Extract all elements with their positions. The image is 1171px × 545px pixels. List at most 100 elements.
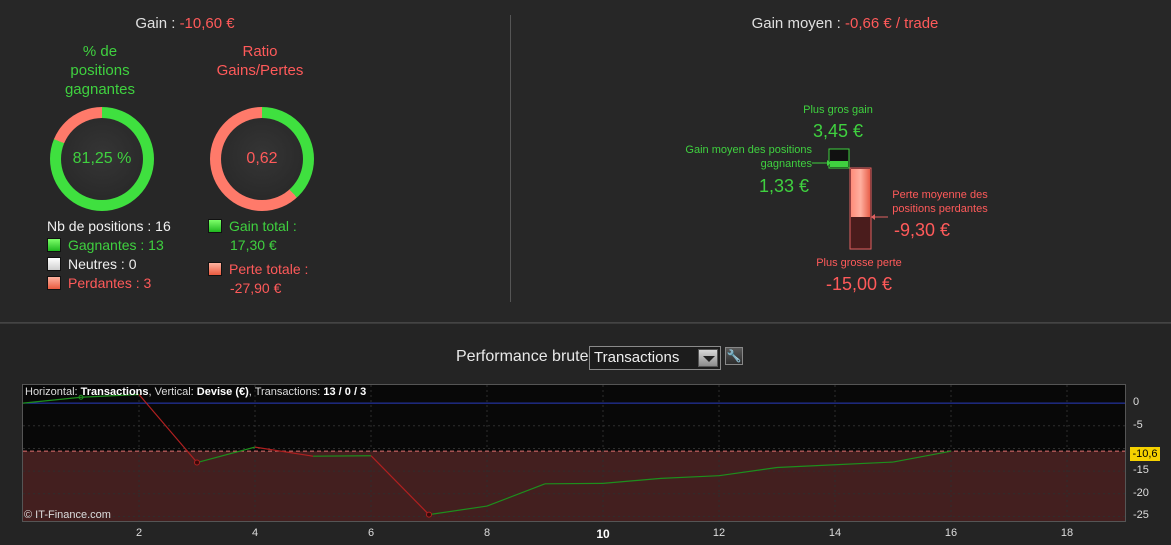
gain-moyen-positions-label: Gain moyen des positions gagnantes [672, 143, 812, 171]
legend-gagnantes: Gagnantes : 13 [47, 236, 164, 255]
gain-moyen-label: Gain moyen : [751, 15, 845, 32]
gain-segment [23, 396, 82, 404]
gain-segment [428, 505, 488, 516]
gain-moyen-positions-line2: gagnantes [760, 158, 812, 170]
plus-gros-gain-value: 3,45 € [812, 121, 864, 141]
y-tick-label: 0 [1133, 396, 1140, 409]
positions-total: Nb de positions : 16 [47, 218, 171, 234]
win-rate-title-line1: % de [82, 43, 118, 60]
gain-title: Gain : -10,60 € [0, 15, 370, 32]
statistics-panel [0, 0, 1171, 322]
x-tick-label: 6 [367, 527, 375, 539]
ratio-donut: 0,62 [210, 107, 314, 211]
gain-segment [196, 446, 256, 464]
x-tick-label: 4 [251, 527, 259, 539]
loss-segment [370, 455, 430, 516]
gain-segment [602, 477, 662, 484]
x-tick-label: 2 [135, 527, 143, 539]
performance-chart [22, 384, 1126, 522]
perte-moyenne-value: -9,30 € [893, 220, 951, 240]
x-tick-label: 12 [712, 527, 726, 539]
current-value-badge: -10,6 [1130, 447, 1160, 461]
ratio-title-line1: Ratio [242, 43, 278, 60]
x-tick-label: 8 [483, 527, 491, 539]
settings-wrench-icon[interactable]: 🔧 [725, 347, 743, 365]
gain-point [78, 394, 84, 400]
gain-total-label: Gain total : [229, 218, 297, 234]
panel-divider [510, 15, 511, 302]
perte-totale-value: -27,90 € [230, 280, 282, 296]
gain-segment [834, 461, 894, 466]
x-tick-label: 16 [944, 527, 958, 539]
ratio-title-line2: Gains/Pertes [216, 62, 304, 79]
loss-segment [254, 446, 314, 457]
red-swatch-icon [208, 262, 222, 276]
legend-neutres: Neutres : 0 [47, 255, 136, 274]
legend-perdantes: Perdantes : 3 [47, 274, 151, 293]
gain-arrow-icon [827, 160, 831, 166]
performance-mode-select[interactable]: Transactions [589, 346, 721, 370]
x-tick-label: 14 [828, 527, 842, 539]
transactions-label: , Transactions: [248, 386, 324, 398]
win-rate-value: 81,25 % [72, 150, 132, 167]
horizontal-label: Horizontal: [25, 386, 81, 398]
neutres-label: Neutres : 0 [68, 256, 137, 272]
perte-totale: Perte totale : [208, 260, 308, 279]
gain-label: Gain : [135, 15, 180, 32]
chart-plot [23, 385, 1125, 521]
gain-moyen-title: Gain moyen : -0,66 € / trade [650, 15, 1040, 32]
gain-loss-bars [812, 148, 888, 250]
x-tick-label: 18 [1060, 527, 1074, 539]
gain-segment [486, 483, 546, 507]
perte-moyenne-label: Perte moyenne des positions perdantes [885, 188, 995, 216]
gain-segment [776, 464, 836, 469]
wins-count: 13 [323, 386, 336, 398]
neutral-count: 0 [344, 386, 351, 398]
sep2: / [350, 386, 361, 398]
losses-count: 3 [360, 386, 367, 398]
plus-grosse-perte-label: Plus grosse perte [816, 257, 902, 269]
copyright: © IT-Finance.com [24, 509, 111, 521]
y-tick-label: -5 [1133, 418, 1143, 431]
gain-moyen-value: -0,66 € / trade [844, 15, 939, 32]
x-tick-label: 10 [596, 527, 610, 541]
win-rate-title-line3: gagnantes [64, 81, 136, 98]
perte-moyenne-line2: positions perdantes [892, 203, 988, 215]
white-swatch-icon [47, 257, 61, 271]
donut-hole [61, 118, 143, 200]
gagnantes-label: Gagnantes : 13 [68, 237, 164, 253]
red-swatch-icon [47, 276, 61, 290]
section-divider [0, 322, 1171, 324]
gain-moyen-bar [830, 161, 848, 167]
ratio-title: Ratio Gains/Pertes [200, 42, 320, 80]
gain-segment [660, 475, 720, 479]
sep1: / [335, 386, 345, 398]
donut-hole [221, 118, 303, 200]
plus-gros-gain-label: Plus gros gain [803, 104, 873, 116]
plus-grosse-perte-value: -15,00 € [825, 274, 893, 294]
loss-arrow-icon [871, 214, 875, 220]
horizontal-value: Transactions [80, 386, 149, 398]
loss-segment [138, 394, 198, 463]
green-swatch-icon [47, 238, 61, 252]
y-tick-label: -25 [1133, 509, 1149, 522]
loss-point [194, 459, 200, 466]
dropdown-arrow-icon[interactable] [698, 349, 718, 367]
gain-segment [80, 393, 140, 398]
gain-moyen-positions-value: 1,33 € [758, 176, 810, 196]
select-value: Transactions [594, 349, 680, 366]
chart-info: Horizontal: Transactions, Vertical: Devi… [25, 386, 366, 398]
gain-total-value: 17,30 € [230, 237, 277, 253]
win-rate-title-line2: positions [70, 62, 130, 79]
loss-point [426, 511, 432, 518]
perte-moyenne-line1: Perte moyenne des [892, 189, 988, 201]
y-tick-label: -20 [1133, 486, 1149, 499]
gain-total: Gain total : [208, 217, 297, 236]
gain-moyen-positions-line1: Gain moyen des positions [685, 144, 812, 156]
vertical-value: Devise (€) [196, 386, 249, 398]
perte-totale-label: Perte totale : [229, 261, 309, 277]
green-swatch-icon [208, 219, 222, 233]
win-rate-title: % de positions gagnantes [40, 42, 160, 99]
ratio-value: 0,62 [246, 150, 278, 167]
vertical-label: , Vertical: [148, 386, 197, 398]
